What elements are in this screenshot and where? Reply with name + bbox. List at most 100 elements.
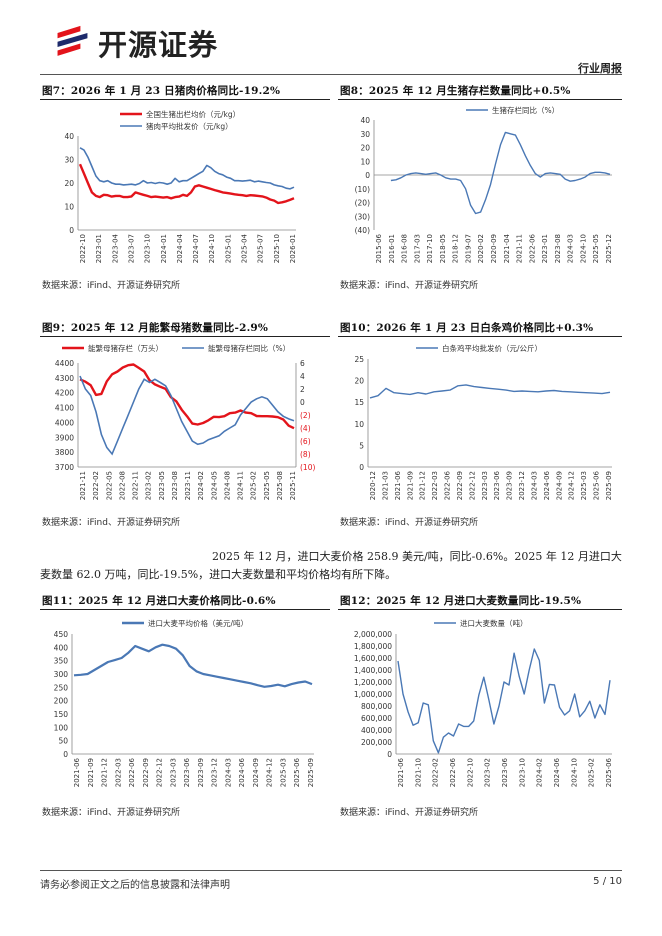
brand-name: 开源证券 <box>98 28 219 62</box>
x-tick-label: 2024-11 <box>237 471 245 500</box>
figure-10-source: 数据来源：iFind、开源证券研究所 <box>340 518 478 528</box>
figure-11-source: 数据来源：iFind、开源证券研究所 <box>42 808 180 818</box>
x-tick-label: 2024-05 <box>210 471 218 500</box>
header-divider <box>40 74 622 75</box>
y-tick-label: 400 <box>54 643 69 652</box>
x-tick-label: 2018-12 <box>452 234 460 263</box>
y-tick-label: 3700 <box>55 463 74 472</box>
y-tick-label: 1,600,000 <box>354 654 392 663</box>
x-tick-label: 2025-12 <box>605 234 613 263</box>
y-tick-label: 3900 <box>55 433 74 442</box>
x-tick-label: 2022-10 <box>79 234 87 263</box>
y-tick-label: 0 <box>359 463 364 472</box>
x-tick-label: 2023-10 <box>144 234 152 263</box>
brand-logo <box>57 25 88 56</box>
x-tick-label: 2023-08 <box>171 471 179 500</box>
y-tick-label: 20 <box>64 179 74 188</box>
x-tick-label: 2021-06 <box>394 470 402 500</box>
x-tick-label: 2021-09 <box>87 758 95 787</box>
figure-7-title-rule <box>40 99 330 100</box>
y-tick-label: 40 <box>64 132 74 141</box>
x-tick-label: 2022-03 <box>114 758 122 787</box>
figure-10-title-rule <box>338 336 622 337</box>
x-tick-label: 2023-04 <box>111 233 119 263</box>
y-tick-label: 1,400,000 <box>354 666 392 675</box>
x-tick-label: 2024-10 <box>208 234 216 263</box>
x-tick-label: 2022-11 <box>132 471 140 500</box>
x-tick-label: 2024-02 <box>536 758 544 787</box>
x-tick-label: 2019-07 <box>464 234 472 263</box>
x-tick-label: 2021-12 <box>419 471 427 500</box>
x-tick-label: 2023-03 <box>481 471 489 500</box>
x-tick-label: 2023-12 <box>518 471 526 500</box>
y-tick-label: 4200 <box>55 389 74 398</box>
x-tick-label: 2023-11 <box>184 471 192 500</box>
legend-label: 猪肉平均批发价（元/kg） <box>146 121 233 131</box>
y2-tick-label: (10) <box>300 463 315 472</box>
x-tick-label: 2021-06 <box>397 757 405 787</box>
x-tick-label: 2024-02 <box>197 471 205 500</box>
y-tick-label: 800,000 <box>361 702 392 711</box>
legend-label: 进口大麦平均价格（美元/吨） <box>148 618 248 628</box>
x-tick-label: 2024-10 <box>570 758 578 787</box>
figure-10-chart: 25 20 15 10 5 0 2020-12 2021-03 2021-06 2021-09 20… <box>354 343 613 500</box>
x-tick-label: 2023-02 <box>145 471 153 500</box>
x-tick-label: 2022-08 <box>118 471 126 500</box>
x-tick-label: 2023-01 <box>541 234 549 263</box>
x-tick-label: 2026-01 <box>289 234 297 263</box>
y-tick-label: 100 <box>54 723 69 732</box>
y-tick-label: 10 <box>360 157 370 166</box>
x-tick-label: 2025-02 <box>588 758 596 787</box>
series-line <box>73 643 313 688</box>
y-tick-label: 5 <box>359 441 364 450</box>
x-tick-label: 2022-09 <box>456 471 464 500</box>
x-tick-label: 2024-12 <box>266 758 274 787</box>
x-tick-label: 2024-06 <box>543 470 551 500</box>
y-tick-label: 400,000 <box>361 726 392 735</box>
x-tick-label: 2021-03 <box>381 471 389 500</box>
y2-tick-label: (4) <box>300 424 311 433</box>
x-tick-label: 2025-06 <box>593 470 601 500</box>
legend-label: 白条鸡平均批发价（元/公斤） <box>442 343 542 353</box>
figure-12-chart: 2,000,000 1,800,000 1,600,000 1,400,000 1,20… <box>354 618 613 787</box>
legend-label: 能繁母猪存栏（万头） <box>88 343 163 353</box>
x-tick-label: 2024-08 <box>223 471 231 500</box>
x-tick-label: 2022-03 <box>431 471 439 500</box>
y-tick-label: 20 <box>360 144 370 153</box>
x-tick-label: 2024-03 <box>224 758 232 787</box>
y2-tick-label: (8) <box>300 450 311 459</box>
y-tick-label: 0 <box>387 750 392 759</box>
x-tick-label: 2025-11 <box>289 471 297 500</box>
y-tick-label: 50 <box>58 737 68 746</box>
x-tick-label: 2023-10 <box>518 758 526 787</box>
x-tick-label: 2024-07 <box>192 234 200 263</box>
x-tick-label: 2024-09 <box>555 471 563 500</box>
y-tick-label: 450 <box>54 630 69 639</box>
y-tick-label: 250 <box>54 683 69 692</box>
x-tick-label: 2022-12 <box>468 471 476 500</box>
x-tick-label: 2023-06 <box>183 757 191 787</box>
x-tick-label: 2022-10 <box>466 758 474 787</box>
figure-12-title-rule <box>338 609 622 610</box>
x-tick-label: 2020-12 <box>369 471 377 500</box>
figure-12-title: 图12：2025 年 12 月进口大麦数量同比-19.5% <box>340 595 582 607</box>
figure-8-title-rule <box>338 99 622 100</box>
series-line <box>390 131 611 215</box>
x-tick-label: 2021-06 <box>73 757 81 787</box>
x-tick-label: 2025-09 <box>307 758 315 787</box>
y-tick-label: (10) <box>355 185 370 194</box>
x-tick-label: 2018-05 <box>439 234 447 263</box>
x-tick-label: 2022-06 <box>528 233 536 263</box>
series-line <box>78 163 295 205</box>
x-tick-label: 2023-06 <box>501 757 509 787</box>
x-tick-label: 2023-12 <box>211 758 219 787</box>
y-tick-label: 0 <box>69 226 74 235</box>
x-tick-label: 2025-06 <box>293 757 301 787</box>
x-tick-label: 2023-05 <box>158 471 166 500</box>
series-line-yoy <box>79 375 295 456</box>
y-tick-label: 40 <box>360 116 370 125</box>
x-tick-label: 2022-05 <box>105 471 113 500</box>
y2-tick-label: 6 <box>300 359 305 368</box>
y-tick-label: 4000 <box>55 418 74 427</box>
x-tick-label: 2025-03 <box>279 758 287 787</box>
